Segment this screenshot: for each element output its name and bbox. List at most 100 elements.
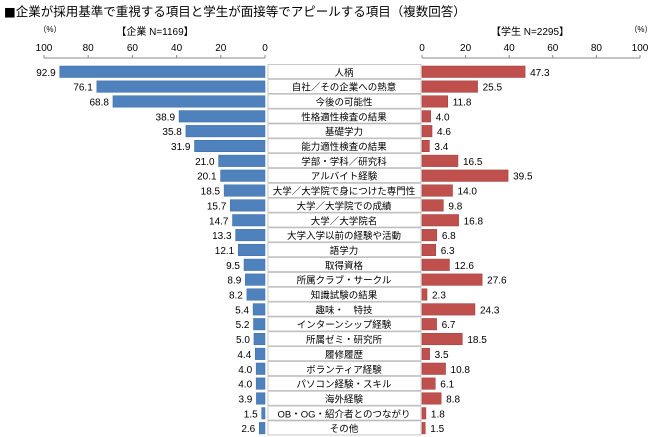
right-bar: [421, 362, 446, 375]
left-bar: [255, 377, 266, 390]
category-label: パソコン経験・スキル: [296, 379, 392, 391]
category-label-box: [267, 390, 422, 406]
category-label-box: [267, 271, 422, 287]
right-value-label: 16.5: [463, 157, 483, 168]
category-label: 能力適性検査の結果: [301, 141, 387, 153]
right-value-label: 6.1: [440, 380, 454, 391]
left-value-label: 20.1: [197, 172, 217, 183]
right-bar: [421, 80, 478, 93]
left-bar: [238, 243, 266, 256]
left-bar: [255, 347, 266, 360]
left-value-label: 8.9: [227, 276, 241, 287]
right-value-label: 12.6: [454, 261, 474, 272]
right-bar: [421, 229, 438, 242]
category-label: 学部・学科／研究科: [301, 156, 387, 168]
left-bar: [96, 80, 266, 93]
category-label-box: [267, 331, 422, 347]
right-bar: [421, 407, 427, 420]
left-bar: [253, 318, 266, 331]
category-label: 海外経験: [325, 393, 364, 405]
category-label-box: [267, 93, 422, 109]
right-value-label: 10.8: [451, 365, 471, 376]
left-value-label: 35.8: [162, 127, 182, 138]
category-label-box: [267, 301, 422, 317]
category-label-box: [267, 242, 422, 258]
left-series-label: 【企業 N=1169】: [116, 25, 193, 38]
right-value-label: 39.5: [513, 172, 533, 183]
right-bar: [421, 184, 453, 197]
right-bar: [421, 154, 459, 167]
left-bar: [259, 422, 266, 435]
category-label: 取得資格: [325, 260, 364, 272]
left-bar: [230, 199, 266, 212]
left-tick-label: 20: [215, 43, 227, 54]
category-label: 大学／大学院での成績: [296, 200, 392, 212]
right-tick-label: 80: [591, 43, 603, 54]
right-bar: [421, 273, 483, 286]
category-label-box: [267, 197, 422, 213]
category-label-box: [267, 257, 422, 272]
right-value-label: 6.3: [441, 246, 455, 257]
right-tick-label: 100: [632, 43, 649, 54]
right-value-label: 4.6: [437, 127, 451, 138]
left-value-label: 13.3: [212, 231, 232, 242]
left-value-label: 9.5: [226, 261, 240, 272]
category-label: 人柄: [334, 67, 353, 79]
left-value-label: 4.0: [238, 380, 252, 391]
left-tick-label: 0: [262, 43, 268, 54]
category-label: 今後の可能性: [315, 96, 373, 108]
right-bar: [421, 95, 448, 108]
left-bar: [223, 184, 266, 197]
category-label: 所属クラブ・サークル: [297, 275, 392, 287]
left-value-label: 2.6: [241, 424, 255, 435]
left-bar: [253, 333, 266, 346]
category-label: 所属ゼミ・研究所: [306, 334, 383, 346]
right-value-label: 1.5: [430, 424, 444, 435]
category-label-box: [267, 346, 422, 362]
category-label-box: [267, 64, 422, 79]
right-bar: [421, 125, 433, 138]
left-tick-label: 100: [36, 43, 53, 54]
left-value-label: 15.7: [207, 201, 227, 212]
category-label: 知識試験の結果: [311, 290, 378, 302]
category-label-box: [267, 227, 422, 243]
right-bar: [421, 392, 442, 405]
left-value-label: 5.4: [235, 305, 249, 316]
right-value-label: 24.3: [480, 305, 500, 316]
category-label: 大学／大学院で身につけた専門性: [273, 186, 416, 198]
category-label-box: [267, 182, 422, 198]
category-label: 趣味・ 特技: [315, 304, 373, 316]
left-bar: [235, 229, 266, 242]
right-bar: [421, 288, 428, 301]
left-value-label: 4.4: [237, 350, 251, 361]
category-label-box: [267, 168, 422, 183]
category-label: 語学力: [330, 245, 359, 257]
right-value-label: 6.7: [442, 320, 456, 331]
right-value-label: 18.5: [467, 335, 487, 346]
left-tick-label: 40: [171, 43, 183, 54]
right-value-label: 11.8: [453, 97, 472, 108]
right-value-label: 4.0: [436, 112, 450, 123]
right-bar: [421, 347, 430, 360]
right-tick-label: 60: [547, 43, 559, 54]
right-value-label: 6.8: [442, 231, 456, 242]
category-label: OB・OG・紹介者とのつながり: [278, 408, 411, 420]
category-label: 大学／大学院名: [311, 215, 378, 227]
right-bar: [421, 140, 430, 152]
category-label-box: [267, 375, 422, 391]
left-bar: [232, 214, 266, 227]
category-label: アルバイト経験: [311, 171, 378, 183]
category-label: 自社／その企業への熱意: [292, 82, 397, 94]
category-label-box: [267, 138, 422, 154]
category-label-box: [267, 123, 422, 139]
left-bar: [218, 154, 266, 167]
category-label-box: [267, 212, 422, 228]
right-value-label: 2.3: [432, 291, 446, 302]
category-label-box: [267, 316, 422, 332]
left-bar: [245, 273, 266, 286]
right-value-label: 3.5: [435, 350, 449, 361]
left-value-label: 3.9: [238, 394, 252, 405]
category-label-box: [267, 78, 422, 94]
right-bar: [421, 65, 526, 78]
